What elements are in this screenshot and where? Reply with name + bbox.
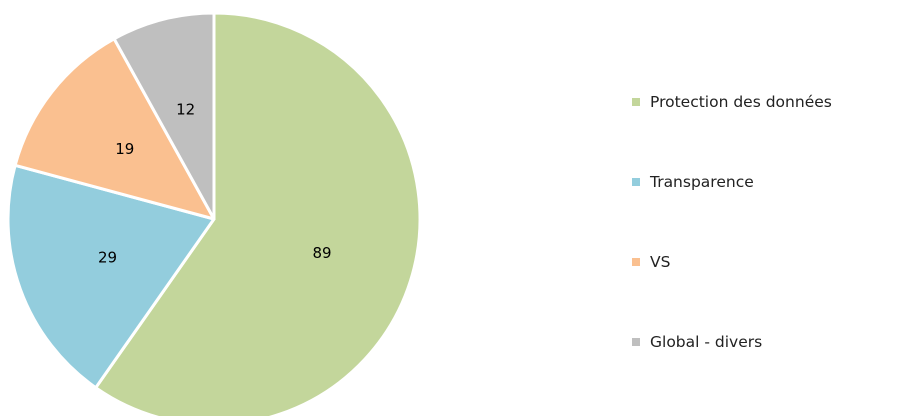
legend-item-transparence: Transparence [632, 142, 907, 222]
pie-slice-transparence [6, 163, 216, 390]
data-label-vs: 19 [115, 140, 134, 158]
legend-swatch [632, 98, 640, 106]
legend-swatch [632, 338, 640, 346]
pie-slice-global-divers [112, 11, 216, 221]
legend-item-vs: VS [632, 222, 907, 302]
chart-legend: Protection des données Transparence VS Glob… [632, 62, 907, 382]
data-label-transparence: 29 [98, 249, 117, 267]
legend-swatch [632, 258, 640, 266]
data-label-global-divers: 12 [176, 100, 195, 118]
legend-label: VS [650, 253, 671, 271]
legend-item-global-divers: Global - divers [632, 302, 907, 382]
data-label-protection-des-donnees: 89 [312, 244, 331, 262]
legend-item-protection-des-donnees: Protection des données [632, 62, 907, 142]
pie-slice-protection-des-donnees [94, 11, 422, 416]
pie-slice-vs [13, 37, 216, 221]
legend-swatch [632, 178, 640, 186]
legend-label: Protection des données [650, 93, 832, 111]
legend-label: Global - divers [650, 333, 763, 351]
legend-label: Transparence [650, 173, 754, 191]
